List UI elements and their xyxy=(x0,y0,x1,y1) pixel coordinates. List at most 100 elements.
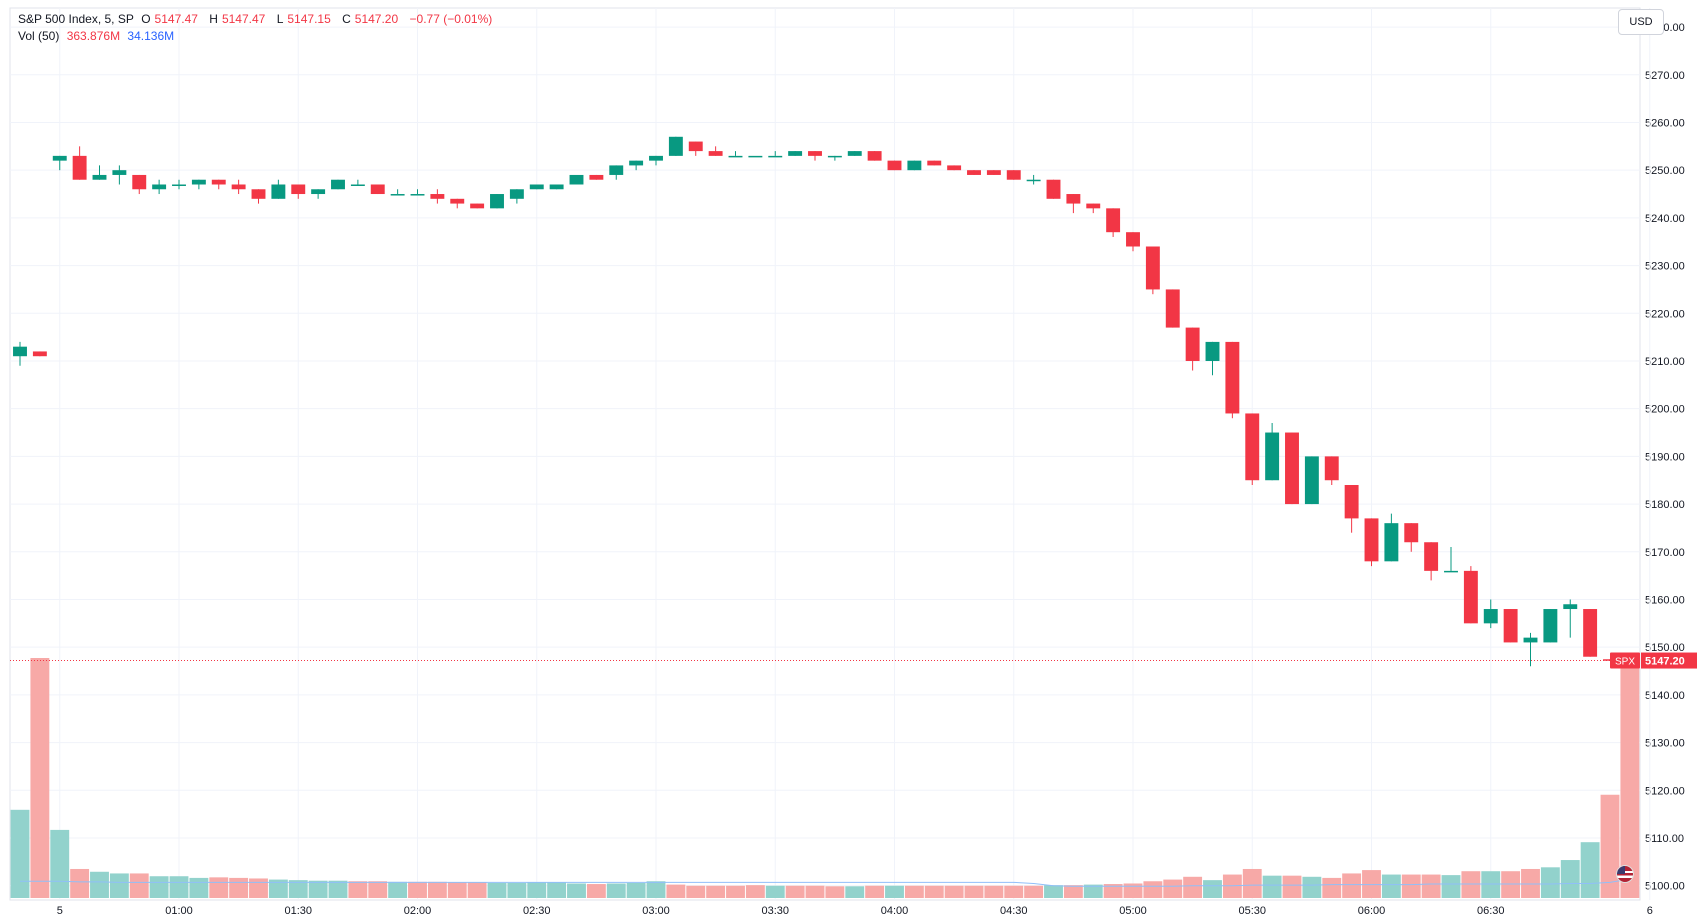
volume-bar xyxy=(328,880,348,898)
volume-bar xyxy=(189,877,209,898)
volume-bar xyxy=(1600,794,1620,898)
candle-body xyxy=(609,165,624,175)
candle-body xyxy=(509,189,524,199)
volume-bar xyxy=(1044,885,1063,898)
candle-body xyxy=(649,155,663,161)
candle-body xyxy=(1185,327,1200,361)
symbol-tag: SPX xyxy=(1615,657,1635,668)
candle-body xyxy=(808,151,822,156)
candle-body xyxy=(152,184,167,190)
volume-bar xyxy=(1381,874,1401,898)
x-tick-label: 01:30 xyxy=(284,905,312,917)
candle-body xyxy=(1543,609,1558,643)
volume-bar xyxy=(169,876,189,898)
y-tick-label: 5190.00 xyxy=(1645,451,1685,463)
candle-body xyxy=(1324,456,1339,481)
volume-bar xyxy=(1203,880,1222,898)
candle-body xyxy=(1006,170,1021,180)
candle-body xyxy=(1444,570,1458,573)
volume-bar xyxy=(1103,884,1123,898)
volume-bar xyxy=(447,882,467,898)
volume-ma-value: 34.136M xyxy=(127,29,175,43)
y-tick-label: 5160.00 xyxy=(1645,594,1685,606)
candle-body xyxy=(470,203,485,209)
candle-body xyxy=(1086,203,1101,209)
candle-body xyxy=(1225,341,1240,414)
candle-body xyxy=(1205,341,1220,361)
candle-body xyxy=(1245,413,1260,481)
x-tick-label: 06:00 xyxy=(1358,905,1386,917)
currency-button[interactable]: USD xyxy=(1618,9,1664,35)
volume-bar xyxy=(527,882,547,898)
y-tick-label: 5100.00 xyxy=(1645,881,1685,893)
volume-bar xyxy=(586,884,606,898)
candle-body xyxy=(311,189,326,195)
volume-bar xyxy=(1540,867,1560,898)
x-tick-label: 05:00 xyxy=(1119,905,1147,917)
volume-label[interactable]: Vol (50) xyxy=(18,29,60,43)
candle-body xyxy=(1563,604,1578,610)
y-tick-label: 5130.00 xyxy=(1645,738,1685,750)
candle-body xyxy=(827,155,842,158)
candle-body xyxy=(1165,289,1180,328)
candle-body xyxy=(331,179,345,190)
volume-bar xyxy=(666,884,686,898)
candle-body xyxy=(1066,194,1081,204)
candle-body xyxy=(52,155,67,161)
candle-body xyxy=(1026,179,1041,182)
candle-body xyxy=(1145,246,1160,290)
volume-bar xyxy=(845,886,865,898)
y-tick-label: 5120.00 xyxy=(1645,785,1685,797)
volume-bar xyxy=(1441,875,1461,898)
volume-bar xyxy=(1004,885,1024,898)
x-tick-label: 06:30 xyxy=(1477,905,1505,917)
candle-body xyxy=(1106,208,1121,233)
volume-bar xyxy=(1063,885,1083,898)
x-tick-label: 02:00 xyxy=(404,905,432,917)
candle-body xyxy=(112,170,127,175)
candle-body xyxy=(490,194,504,209)
symbol-title[interactable]: S&P 500 Index, 5, SP xyxy=(18,12,134,26)
change-value: −0.77 (−0.01%) xyxy=(409,12,493,26)
candle-body xyxy=(549,184,564,190)
volume-bar xyxy=(90,871,109,898)
volume-bar xyxy=(1521,868,1540,898)
y-tick-label: 5170.00 xyxy=(1645,547,1685,559)
candle-body xyxy=(708,151,723,156)
volume-bar xyxy=(567,883,586,898)
volume-bar xyxy=(944,885,964,898)
volume-bar xyxy=(1461,871,1481,898)
volume-bar xyxy=(785,885,805,898)
ohlc-legend: S&P 500 Index, 5, SP O 5147.47 H 5147.47 L… xyxy=(18,12,496,26)
candle-body xyxy=(907,160,922,171)
candle-body xyxy=(450,198,465,204)
candle-body xyxy=(231,184,246,190)
candle-body xyxy=(251,189,266,199)
volume-bar xyxy=(288,880,308,898)
volume-bar xyxy=(1322,877,1342,898)
candle-body xyxy=(72,155,87,180)
y-tick-label: 5240.00 xyxy=(1645,213,1685,225)
symbol-tag-bg xyxy=(1610,652,1640,669)
volume-bar xyxy=(765,885,785,898)
volume-bar xyxy=(30,658,50,898)
candle-body xyxy=(1404,523,1419,543)
volume-bar xyxy=(1242,868,1262,898)
x-tick-label: 04:00 xyxy=(881,905,909,917)
volume-bar xyxy=(1024,885,1044,898)
y-tick-label: 5140.00 xyxy=(1645,690,1685,702)
volume-bar xyxy=(249,878,268,898)
volume-bar xyxy=(129,873,149,898)
volume-bar xyxy=(904,885,924,898)
candle-body xyxy=(947,165,962,171)
candle-body xyxy=(1503,609,1518,643)
candle-body xyxy=(271,184,286,199)
volume-bar xyxy=(825,886,845,898)
volume-bar xyxy=(1282,875,1302,898)
volume-value: 363.876M xyxy=(66,29,121,43)
volume-bar xyxy=(1143,881,1163,898)
y-tick-label: 5230.00 xyxy=(1645,261,1685,273)
plot-border xyxy=(9,7,1641,901)
